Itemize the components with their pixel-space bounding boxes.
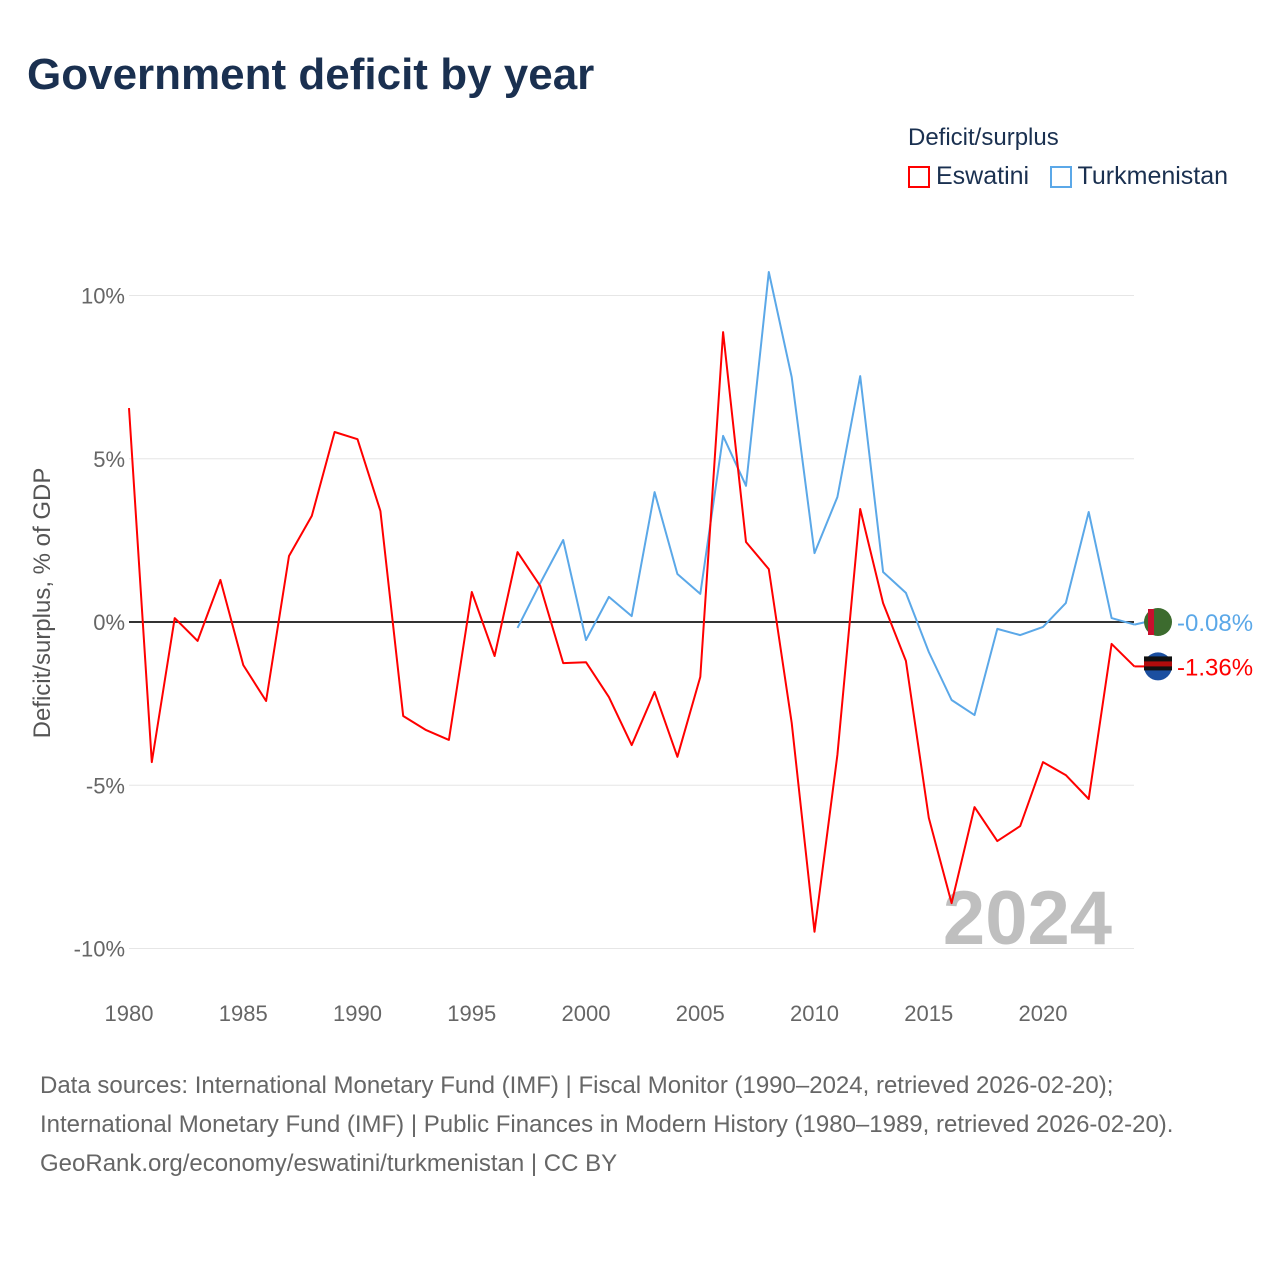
flag-stripe (1148, 609, 1154, 635)
legend-swatch-eswatini (908, 165, 930, 188)
series-line-eswatini[interactable] (128, 331, 1136, 933)
source-credit[interactable]: GeoRank.org/economy/eswatini/turkmenista… (40, 1150, 618, 1177)
footer: Data sources: International Monetary Fun… (40, 1066, 1240, 1183)
y-tick-label: -10% (74, 937, 125, 962)
y-axis-label: Deficit/surplus, % of GDP (29, 468, 56, 739)
x-tick-label: 1980 (105, 1001, 154, 1026)
chart-title: Government deficit by year (27, 50, 595, 99)
x-tick-label: 2020 (1019, 1001, 1068, 1026)
line-chart: 10% 5% 0% -5% -10% 1980 1985 1990 1995 2000 2005 20… (29, 271, 1253, 1026)
x-tick-label: 2010 (790, 1001, 839, 1026)
x-tick-label: 1985 (219, 1001, 268, 1026)
y-tick-label: 5% (93, 447, 125, 472)
x-tick-label: 2015 (904, 1001, 953, 1026)
end-value-label-eswatini: -1.36% (1177, 654, 1253, 681)
legend-label: Turkmenistan (1077, 162, 1229, 190)
legend: Deficit/surplus Eswatini Turkmenistan (908, 124, 1244, 193)
legend-label: Eswatini (936, 162, 1030, 190)
y-tick-label: 0% (93, 610, 125, 635)
x-tick-label: 2005 (676, 1001, 725, 1026)
end-value-label-turkmenistan: -0.08% (1177, 610, 1253, 637)
x-tick-label: 1990 (333, 1001, 382, 1026)
legend-item-eswatini[interactable]: Eswatini (908, 162, 1029, 191)
series-line-turkmenistan[interactable] (516, 271, 1135, 717)
legend-title: Deficit/surplus (908, 124, 1059, 151)
x-tick-label: 1995 (447, 1001, 496, 1026)
legend-item-turkmenistan[interactable]: Turkmenistan (1049, 162, 1229, 191)
legend-swatch-turkmenistan (1049, 165, 1072, 188)
y-tick-label: 10% (81, 284, 125, 309)
flag-stripe (1144, 661, 1172, 667)
y-tick-label: -5% (86, 773, 125, 798)
data-sources: Data sources: International Monetary Fun… (40, 1072, 1174, 1138)
x-tick-label: 2000 (562, 1001, 611, 1026)
year-watermark: 2024 (943, 876, 1112, 961)
